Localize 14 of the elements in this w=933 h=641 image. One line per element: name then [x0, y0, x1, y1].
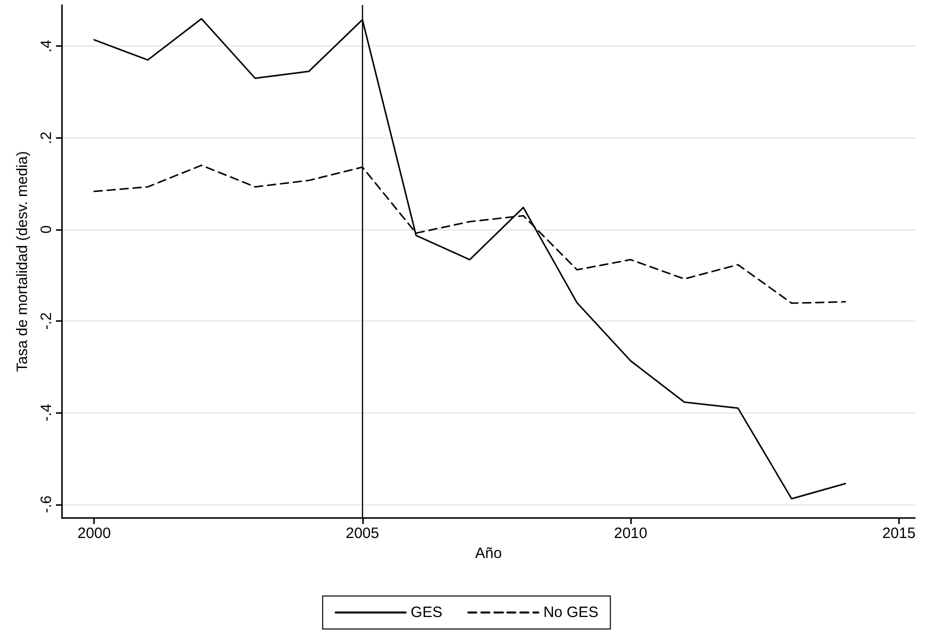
y-tick-label: .4 [38, 40, 55, 52]
x-tick-label: 2005 [346, 525, 380, 542]
legend-label: No GES [543, 604, 598, 621]
x-tick-label: 2010 [614, 525, 648, 542]
x-tick-label: 2015 [882, 525, 916, 542]
y-tick-label: .2 [38, 132, 55, 144]
y-tick-label: 0 [38, 225, 55, 234]
x-axis-title: Año [475, 544, 502, 562]
legend-label: GES [410, 604, 442, 621]
y-tick-label: -.6 [38, 496, 55, 514]
y-axis-title: Tasa de mortalidad (desv. media) [14, 151, 31, 372]
y-tick-label: -.4 [38, 404, 55, 422]
y-tick-label: -.2 [38, 312, 55, 330]
x-tick-label: 2000 [78, 525, 111, 542]
